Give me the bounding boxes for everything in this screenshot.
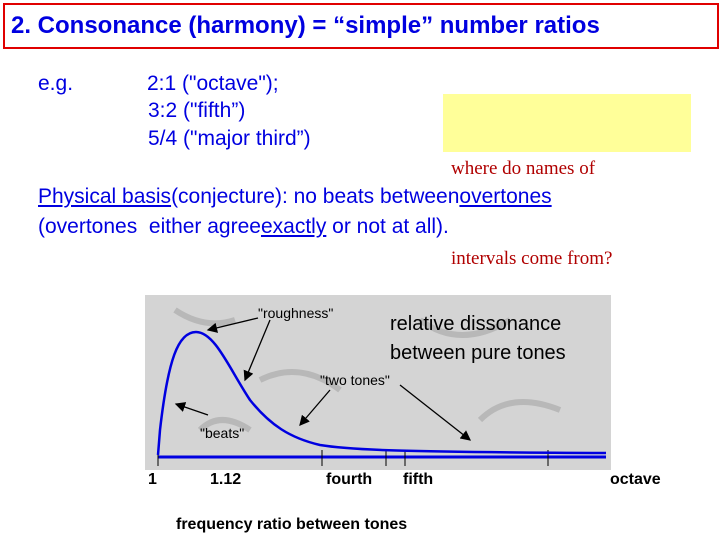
annotation: "two tones"	[320, 372, 390, 388]
question-line: intervals come from?	[451, 248, 613, 269]
question-line: where do names of	[451, 158, 596, 179]
axis-label: fourth	[326, 471, 372, 488]
axis-label: 1	[148, 471, 157, 488]
text: or not at all).	[326, 215, 449, 238]
annotation: "beats"	[200, 425, 244, 441]
underlined-text: overtones	[459, 185, 552, 208]
axis-label: 1.12	[210, 471, 241, 488]
example: 5/4 ("major third”)	[148, 127, 311, 150]
texture	[173, 307, 562, 433]
text: (overtones either agree	[38, 215, 261, 238]
underlined-text: Physical basis	[38, 185, 172, 208]
axis-label: octave	[610, 471, 661, 488]
annotation: between pure tones	[390, 342, 566, 364]
arrows	[174, 317, 472, 441]
basis-line: Physical basis(conjecture): no beats bet…	[38, 185, 552, 209]
annotation: "roughness"	[258, 305, 333, 321]
example-label: e.g.	[38, 72, 74, 95]
example: 3:2 ("fifth”)	[148, 99, 246, 122]
annotation: relative dissonance	[390, 313, 561, 335]
text: (conjecture): no beats between	[171, 185, 460, 208]
basis-line: (overtones either agreeexactly or not at…	[38, 215, 449, 239]
slide-title: 2. Consonance (harmony) = “simple” numbe…	[3, 3, 719, 49]
underlined-text: exactly	[260, 215, 327, 238]
figure-caption: frequency ratio between tones	[176, 516, 407, 533]
example: 2:1 ("octave");	[147, 72, 279, 95]
question-box: where do names of intervals come from?	[443, 94, 691, 269]
axis-label: fifth	[403, 471, 433, 488]
dissonance-curve	[156, 330, 607, 456]
